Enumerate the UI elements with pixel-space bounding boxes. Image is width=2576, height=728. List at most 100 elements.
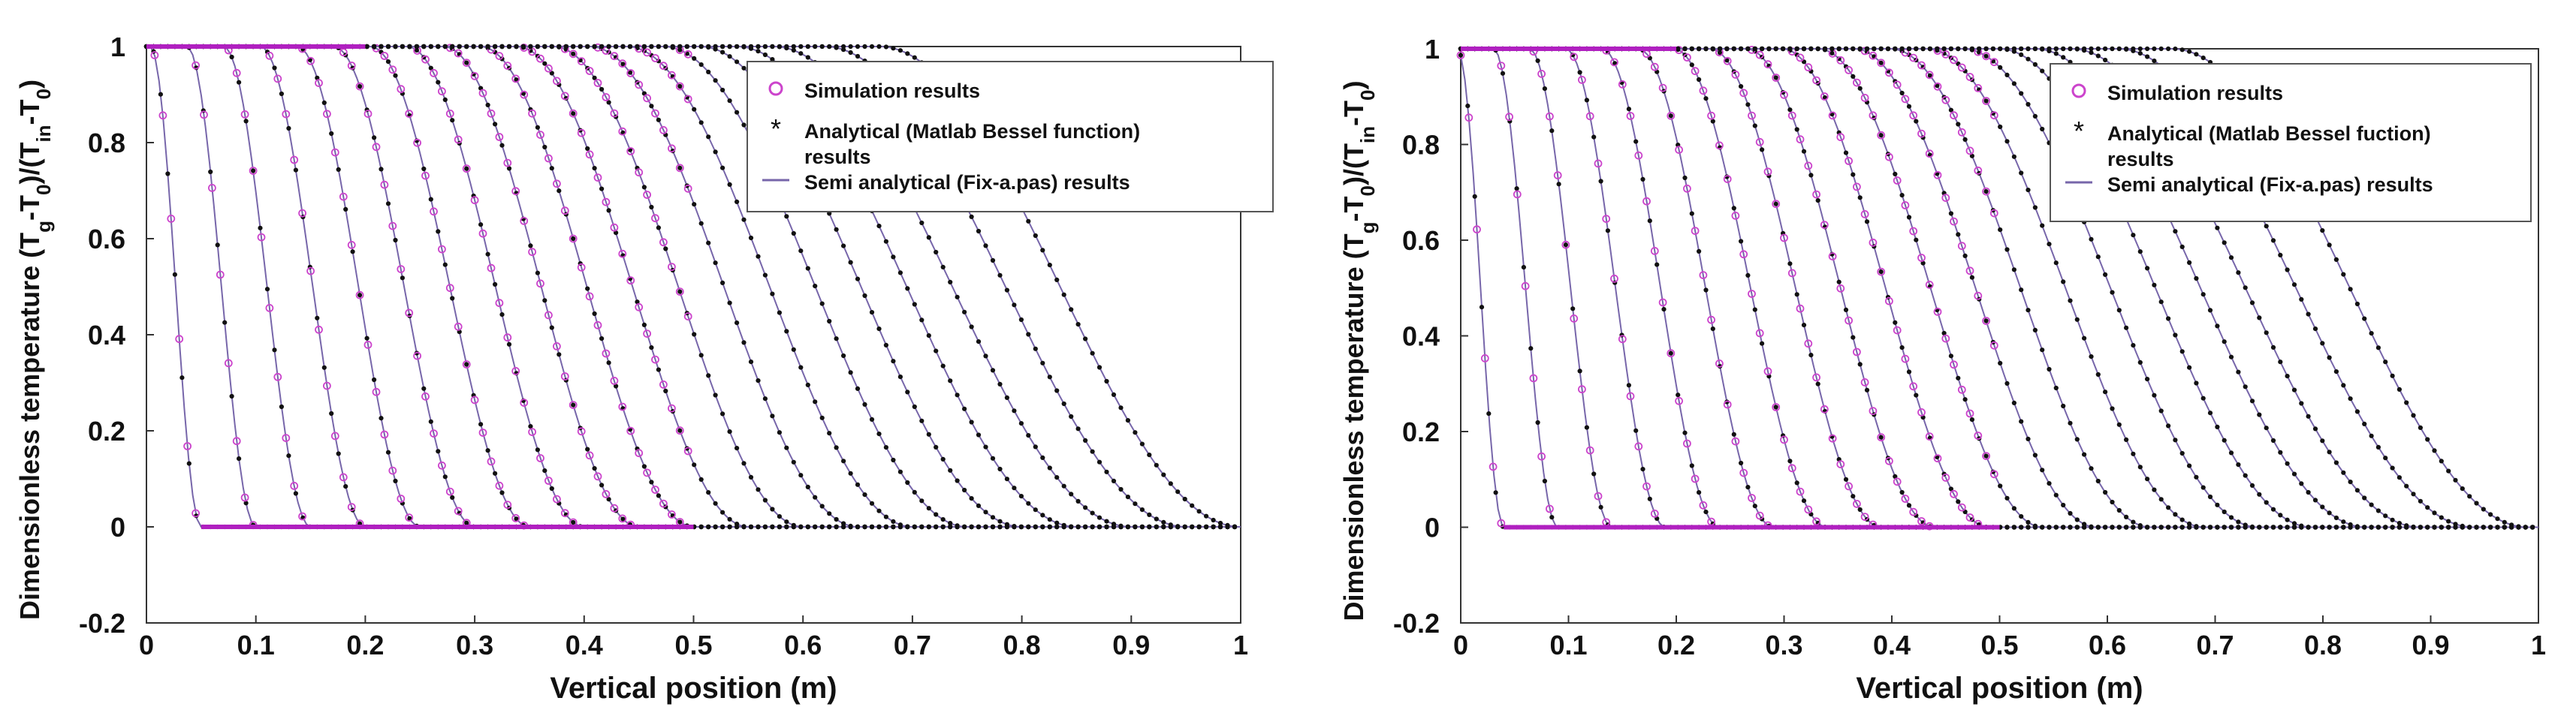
chart-left-y-axis-label-part: ) <box>14 80 45 89</box>
chart-left-analytical-point <box>620 516 626 522</box>
chart-right-analytical-point <box>1472 194 1477 199</box>
chart-left-analytical-point <box>940 456 946 462</box>
chart-left-analytical-point <box>919 418 925 423</box>
chart-right-simulation-point <box>1853 347 1861 356</box>
chart-left-simulation-point <box>158 111 167 120</box>
chart-left-analytical-point <box>1154 516 1159 522</box>
chart-left-simulation-point <box>569 234 578 243</box>
chart-left-analytical-point <box>955 294 960 299</box>
chart-left-simulation-point <box>462 164 471 173</box>
chart-left-analytical-point <box>614 384 619 389</box>
chart-left-simulation-point <box>372 387 381 396</box>
chart-right-analytical-point <box>1647 218 1652 224</box>
chart-left-analytical-point <box>656 44 662 50</box>
chart-right-simulation-point <box>1505 113 1514 122</box>
chart-left-analytical-point <box>827 318 832 324</box>
chart-left-analytical-point <box>471 44 476 50</box>
chart-right-analytical-point <box>1787 459 1793 464</box>
chart-right-analytical-point <box>1843 307 1849 312</box>
chart-left-analytical-point <box>891 46 896 51</box>
chart-left-analytical-point <box>506 166 512 171</box>
chart-left-analytical-point <box>1133 430 1138 435</box>
chart-left-simulation-point <box>610 376 619 385</box>
chart-left-analytical-point <box>663 388 668 394</box>
chart-left-analytical-point <box>698 477 704 483</box>
chart-right-simulation-point <box>1577 76 1586 84</box>
chart-right-simulation-point <box>1723 400 1732 409</box>
chart-right-analytical-point <box>1808 353 1814 358</box>
chart-left-simulation-point <box>560 206 569 215</box>
chart-left-analytical-point <box>1211 524 1216 530</box>
chart-left-analytical-point <box>1033 233 1038 239</box>
chart-right-simulation-point <box>1707 111 1715 120</box>
chart-left-x-tick-label: 0.1 <box>237 630 275 660</box>
chart-left-analytical-point <box>606 100 611 105</box>
chart-right-analytical-point <box>1689 211 1694 216</box>
chart-left-analytical-point <box>1090 449 1095 454</box>
chart-left-simulation-point <box>553 341 561 350</box>
chart-left-analytical-point <box>855 482 861 487</box>
chart-left-simulation-point <box>536 279 544 288</box>
chart-right-analytical-point <box>1801 498 1807 504</box>
chart-right-simulation-point <box>1796 487 1805 496</box>
chart-right-curves <box>1456 46 2538 531</box>
chart-right-simulation-point <box>1901 495 1910 503</box>
chart-left-analytical-point <box>514 77 519 83</box>
chart-left-simulation-point <box>569 109 578 118</box>
chart-left-y-axis-label-part: -T <box>14 195 45 221</box>
chart-left-analytical-point <box>990 515 996 520</box>
chart-left-analytical-point <box>343 206 348 212</box>
chart-right-analytical-point <box>1752 123 1757 128</box>
chart-right-simulation-point <box>1570 314 1579 323</box>
chart-right-y-axis-label: Dimensionless temperature (Tg-T0)/(Tin-T… <box>1338 80 1379 621</box>
chart-right-analytical-point <box>1479 305 1485 310</box>
chart-left-analytical-point <box>848 471 853 476</box>
chart-left-simulation-point <box>520 44 529 52</box>
chart-left-analytical-point <box>677 83 683 89</box>
chart-right-analytical-point <box>1493 490 1498 495</box>
chart-left-analytical-point <box>1232 524 1238 529</box>
chart-left-analytical-point <box>762 272 768 278</box>
chart-left-analytical-point <box>692 202 697 207</box>
chart-left-analytical-point <box>542 61 547 66</box>
chart-left-analytical-point <box>969 324 974 329</box>
chart-left-analytical-point <box>827 44 832 50</box>
chart-left-analytical-point <box>336 451 341 456</box>
chart-left-analytical-point <box>606 44 611 50</box>
chart-right-analytical-point <box>1703 510 1709 515</box>
chart-right-simulation-point <box>1845 482 1853 491</box>
chart-left-analytical-point <box>997 466 1003 472</box>
chart-left-analytical-point <box>549 44 554 50</box>
chart-left-analytical-point <box>1033 507 1038 513</box>
chart-right-simulation-point <box>1553 171 1562 180</box>
chart-left-analytical-point <box>698 62 704 68</box>
chart-left-analytical-point <box>727 182 732 187</box>
chart-right-simulation-point <box>1731 71 1740 79</box>
chart-right-analytical-point <box>1697 77 1702 83</box>
chart-left-y-axis-label-part: 0 <box>32 89 55 99</box>
chart-left-simulation-point <box>635 449 644 458</box>
chart-right-analytical-point <box>1591 134 1597 140</box>
chart-left-analytical-point <box>222 320 228 325</box>
chart-panel-left: 0 0.1 0.2 0.3 0.4 0.5 0.6 0.7 0.8 0.9 1 -0.2 0 0.2 0.4… <box>14 32 1274 705</box>
chart-right-simulation-point <box>1675 396 1684 405</box>
chart-left-analytical-point <box>1026 524 1031 530</box>
chart-left-analytical-point <box>614 44 619 50</box>
chart-right-analytical-point <box>1878 435 1884 440</box>
chart-left-simulation-point <box>290 155 299 164</box>
chart-left-analytical-point <box>237 456 242 462</box>
chart-right-simulation-point <box>1577 385 1586 394</box>
chart-right-analytical-point <box>1633 139 1639 144</box>
chart-left-simulation-point <box>643 191 651 199</box>
chart-left-analytical-point <box>848 260 853 265</box>
chart-left-analytical-point <box>777 310 782 315</box>
chart-right-simulation-point <box>1748 111 1756 120</box>
chart-left-simulation-point <box>585 292 594 301</box>
chart-left-analytical-point <box>934 524 939 530</box>
chart-right-analytical-point <box>1864 387 1870 393</box>
chart-left-simulation-point <box>536 454 544 462</box>
chart-left-simulation-point <box>438 87 446 96</box>
chart-left-analytical-point <box>1033 524 1038 530</box>
chart-left-analytical-point <box>990 368 996 373</box>
chart-left-simulation-point <box>503 333 512 342</box>
